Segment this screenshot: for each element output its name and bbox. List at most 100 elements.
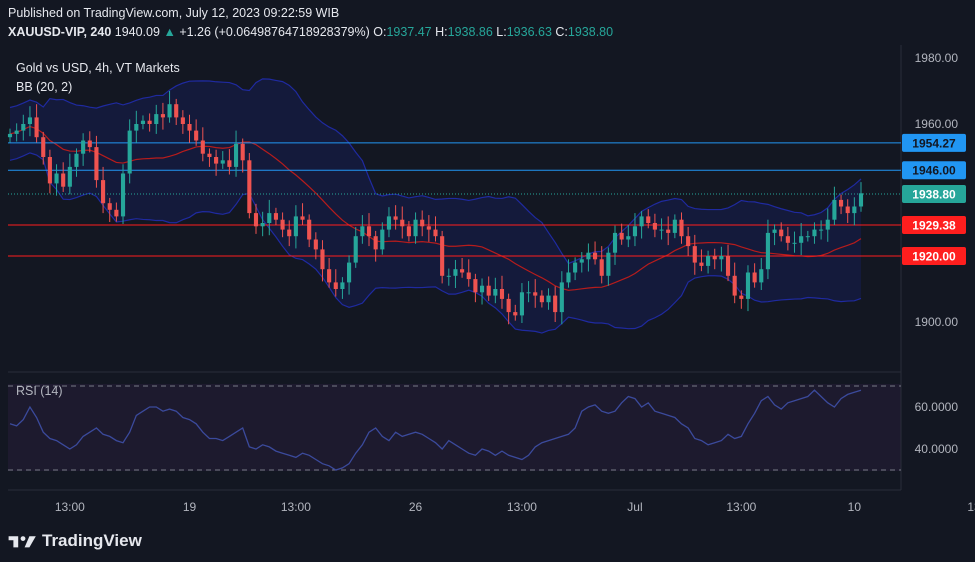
candle[interactable] [67,153,72,195]
candle[interactable] [207,148,212,167]
candle[interactable] [413,212,418,244]
candle[interactable] [453,259,458,289]
candle[interactable] [440,230,445,284]
candle[interactable] [706,250,711,274]
candle[interactable] [187,114,192,143]
candle[interactable] [845,199,850,223]
candle[interactable] [340,277,345,299]
candle[interactable] [214,149,219,176]
candle[interactable] [586,243,591,272]
candle[interactable] [386,207,392,238]
candle[interactable] [313,232,318,260]
candle[interactable] [699,249,704,272]
candle[interactable] [81,133,86,166]
candle[interactable] [247,153,252,219]
tradingview-brand[interactable]: TradingView [8,531,142,551]
candle[interactable] [180,110,185,134]
candle[interactable] [805,230,810,242]
candle[interactable] [792,231,797,253]
candle[interactable] [593,241,598,265]
candle[interactable] [74,148,79,177]
candle[interactable] [533,279,538,308]
candle[interactable] [267,199,272,236]
candle[interactable] [61,162,66,192]
candle[interactable] [134,110,139,143]
candle[interactable] [353,226,358,268]
candle[interactable] [799,223,804,256]
candle[interactable] [732,262,737,304]
candle[interactable] [599,246,604,284]
candle[interactable] [160,102,165,130]
candle[interactable] [54,164,59,196]
candle[interactable] [752,263,757,288]
candle[interactable] [652,213,657,238]
candle[interactable] [320,240,325,282]
candle[interactable] [41,131,46,165]
candle[interactable] [300,203,305,225]
candle[interactable] [499,275,505,309]
candle[interactable] [659,218,664,240]
candle[interactable] [167,91,172,123]
candle[interactable] [666,216,671,246]
candle[interactable] [612,225,618,265]
candle[interactable] [406,221,411,242]
candle[interactable] [360,215,365,244]
candle[interactable] [486,276,491,301]
candle[interactable] [287,220,292,247]
candle[interactable] [479,278,485,305]
candle[interactable] [94,135,99,188]
candle[interactable] [260,211,265,237]
candle[interactable] [553,286,558,322]
candle[interactable] [785,226,790,251]
candle[interactable] [147,113,152,132]
candle[interactable] [280,212,285,238]
candle[interactable] [639,211,644,239]
candle[interactable] [101,166,106,214]
candle[interactable] [227,149,232,175]
candle[interactable] [366,213,372,247]
candle[interactable] [466,259,471,287]
candle[interactable] [519,283,524,323]
candle[interactable] [140,115,146,130]
candle[interactable] [559,271,564,325]
candle[interactable] [426,215,431,242]
candle[interactable] [327,257,332,288]
candle[interactable] [473,273,478,303]
candle[interactable] [526,281,531,303]
candle[interactable] [745,265,751,312]
candle[interactable] [539,290,544,308]
candle[interactable] [380,222,385,255]
candle[interactable] [573,257,578,281]
rsi-line[interactable] [9,389,862,471]
candle[interactable] [819,220,824,240]
candle[interactable] [154,104,159,134]
chart-svg[interactable]: 1954.27 1946.00 1929.38 1920.00 1938.80 1980… [0,0,975,530]
candle[interactable] [420,210,425,237]
candle[interactable] [307,214,312,248]
candle[interactable] [832,186,837,225]
candle[interactable] [174,98,179,125]
candle[interactable] [506,293,511,325]
candle[interactable] [626,224,631,248]
candle[interactable] [127,119,132,184]
candle[interactable] [772,224,777,246]
candle[interactable] [120,164,126,224]
candle[interactable] [293,205,298,249]
candle[interactable] [493,277,498,304]
candle[interactable] [233,130,239,177]
candle[interactable] [719,246,724,272]
candle[interactable] [725,244,731,282]
candle[interactable] [220,151,225,169]
candle[interactable] [606,247,611,286]
candle[interactable] [852,197,857,226]
candle[interactable] [566,259,571,288]
candle[interactable] [87,131,92,153]
candle[interactable] [433,216,438,242]
candle[interactable] [825,208,830,242]
candle[interactable] [460,257,465,278]
candle[interactable] [712,248,717,270]
candle[interactable] [273,207,278,225]
candle[interactable] [34,104,39,143]
candle[interactable] [858,182,864,212]
candle[interactable] [333,269,338,297]
